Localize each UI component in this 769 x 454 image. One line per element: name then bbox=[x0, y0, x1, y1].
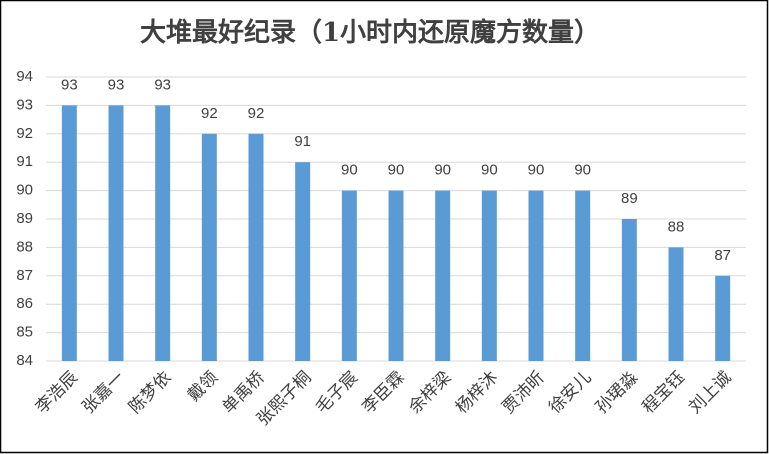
bar bbox=[575, 190, 591, 361]
data-label: 89 bbox=[621, 190, 638, 207]
bar bbox=[621, 219, 637, 361]
data-label: 93 bbox=[154, 76, 171, 93]
chart-title: 大堆最好纪录（1小时内还原魔方数量） bbox=[140, 17, 600, 48]
y-tick-label: 88 bbox=[16, 238, 33, 255]
data-label: 90 bbox=[574, 162, 591, 179]
bar bbox=[668, 247, 684, 361]
data-label: 92 bbox=[248, 105, 265, 122]
data-label: 90 bbox=[341, 162, 358, 179]
bar bbox=[155, 105, 171, 362]
data-label: 87 bbox=[714, 247, 731, 264]
y-tick-label: 85 bbox=[16, 324, 33, 341]
bar bbox=[248, 133, 264, 361]
y-tick-label: 87 bbox=[16, 267, 33, 284]
data-label: 90 bbox=[388, 162, 405, 179]
bar bbox=[295, 162, 311, 361]
y-tick-label: 94 bbox=[16, 68, 33, 85]
y-tick-label: 91 bbox=[16, 153, 33, 170]
data-label: 93 bbox=[108, 76, 125, 93]
y-tick-label: 92 bbox=[16, 125, 33, 142]
y-tick-label: 90 bbox=[16, 182, 33, 199]
y-tick-label: 93 bbox=[16, 96, 33, 113]
y-tick-label: 84 bbox=[16, 352, 33, 369]
data-label: 90 bbox=[434, 162, 451, 179]
bar bbox=[481, 190, 497, 361]
data-label: 92 bbox=[201, 105, 218, 122]
data-label: 90 bbox=[481, 162, 498, 179]
y-tick-label: 86 bbox=[16, 295, 33, 312]
bar bbox=[341, 190, 357, 361]
data-label: 90 bbox=[528, 162, 545, 179]
y-tick-label: 89 bbox=[16, 210, 33, 227]
bar bbox=[435, 190, 451, 361]
data-label: 91 bbox=[294, 133, 311, 150]
bar bbox=[388, 190, 404, 361]
data-label: 88 bbox=[668, 218, 685, 235]
bar bbox=[201, 133, 217, 361]
bar bbox=[61, 105, 77, 362]
bar bbox=[715, 275, 731, 361]
data-label: 93 bbox=[61, 76, 78, 93]
bar bbox=[108, 105, 124, 362]
bar bbox=[528, 190, 544, 361]
